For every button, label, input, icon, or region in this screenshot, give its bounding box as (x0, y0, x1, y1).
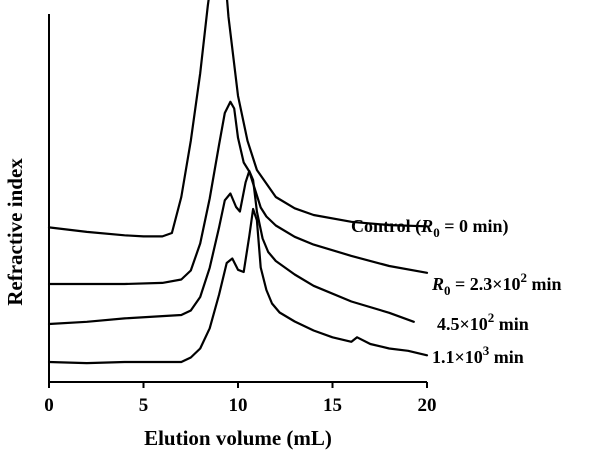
x-tick-label: 15 (323, 395, 342, 416)
axes (48, 14, 427, 383)
trace-4 (47, 207, 429, 365)
x-tick-label: 5 (139, 395, 149, 416)
series-label-3: 4.5×102 min (437, 310, 529, 334)
x-axis-label: Elution volume (mL) (144, 426, 332, 450)
series-labels: Control (R0 = 0 min) R0 = 2.3×102 min 4.5×… (351, 216, 562, 367)
series-label-4: 1.1×103 min (432, 343, 524, 367)
series-label-1: Control (R0 = 0 min) (351, 216, 508, 240)
trace-2 (47, 100, 429, 286)
traces (47, 0, 429, 365)
x-tick-label: 20 (418, 395, 437, 416)
x-ticks: 0 5 10 15 20 (44, 382, 437, 416)
x-tick-label: 10 (229, 395, 248, 416)
y-axis-label: Refractive index (3, 158, 27, 306)
trace-1 (47, 0, 429, 238)
series-label-2: R0 = 2.3×102 min (431, 270, 562, 298)
x-tick-label: 0 (44, 395, 54, 416)
trace-3 (47, 169, 415, 326)
